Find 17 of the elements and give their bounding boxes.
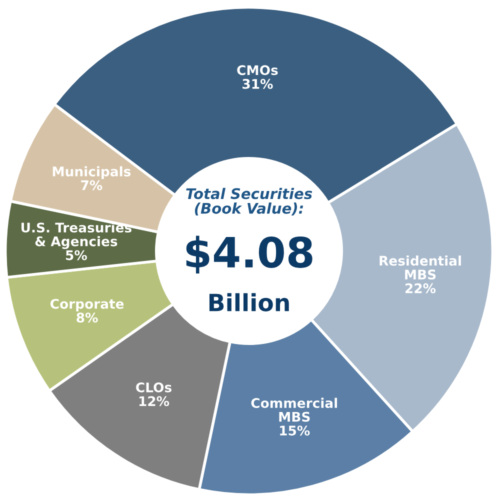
slice-label: Corporate [50, 298, 124, 312]
data-label: 8% [76, 312, 98, 323]
slice-label: Municipals [52, 166, 131, 180]
data-label: 22% [406, 283, 436, 294]
text: Total Securities (Book Value): [186, 188, 312, 216]
data-label: 12% [139, 396, 170, 406]
slice-label: Residential MBS [380, 256, 461, 280]
data-label: 15% [280, 426, 310, 436]
text: Billion [209, 293, 289, 312]
data-label: 7% [81, 180, 102, 190]
text: $4.08 [186, 236, 312, 274]
slice-label: CMOs [237, 65, 278, 76]
data-label: 31% [242, 78, 273, 89]
slice-label: U.S. Treasuries & Agencies [21, 222, 132, 249]
data-label: 5% [66, 250, 87, 260]
slice-label: CLOs [136, 382, 172, 392]
slice-label: Commercial MBS [251, 398, 337, 422]
